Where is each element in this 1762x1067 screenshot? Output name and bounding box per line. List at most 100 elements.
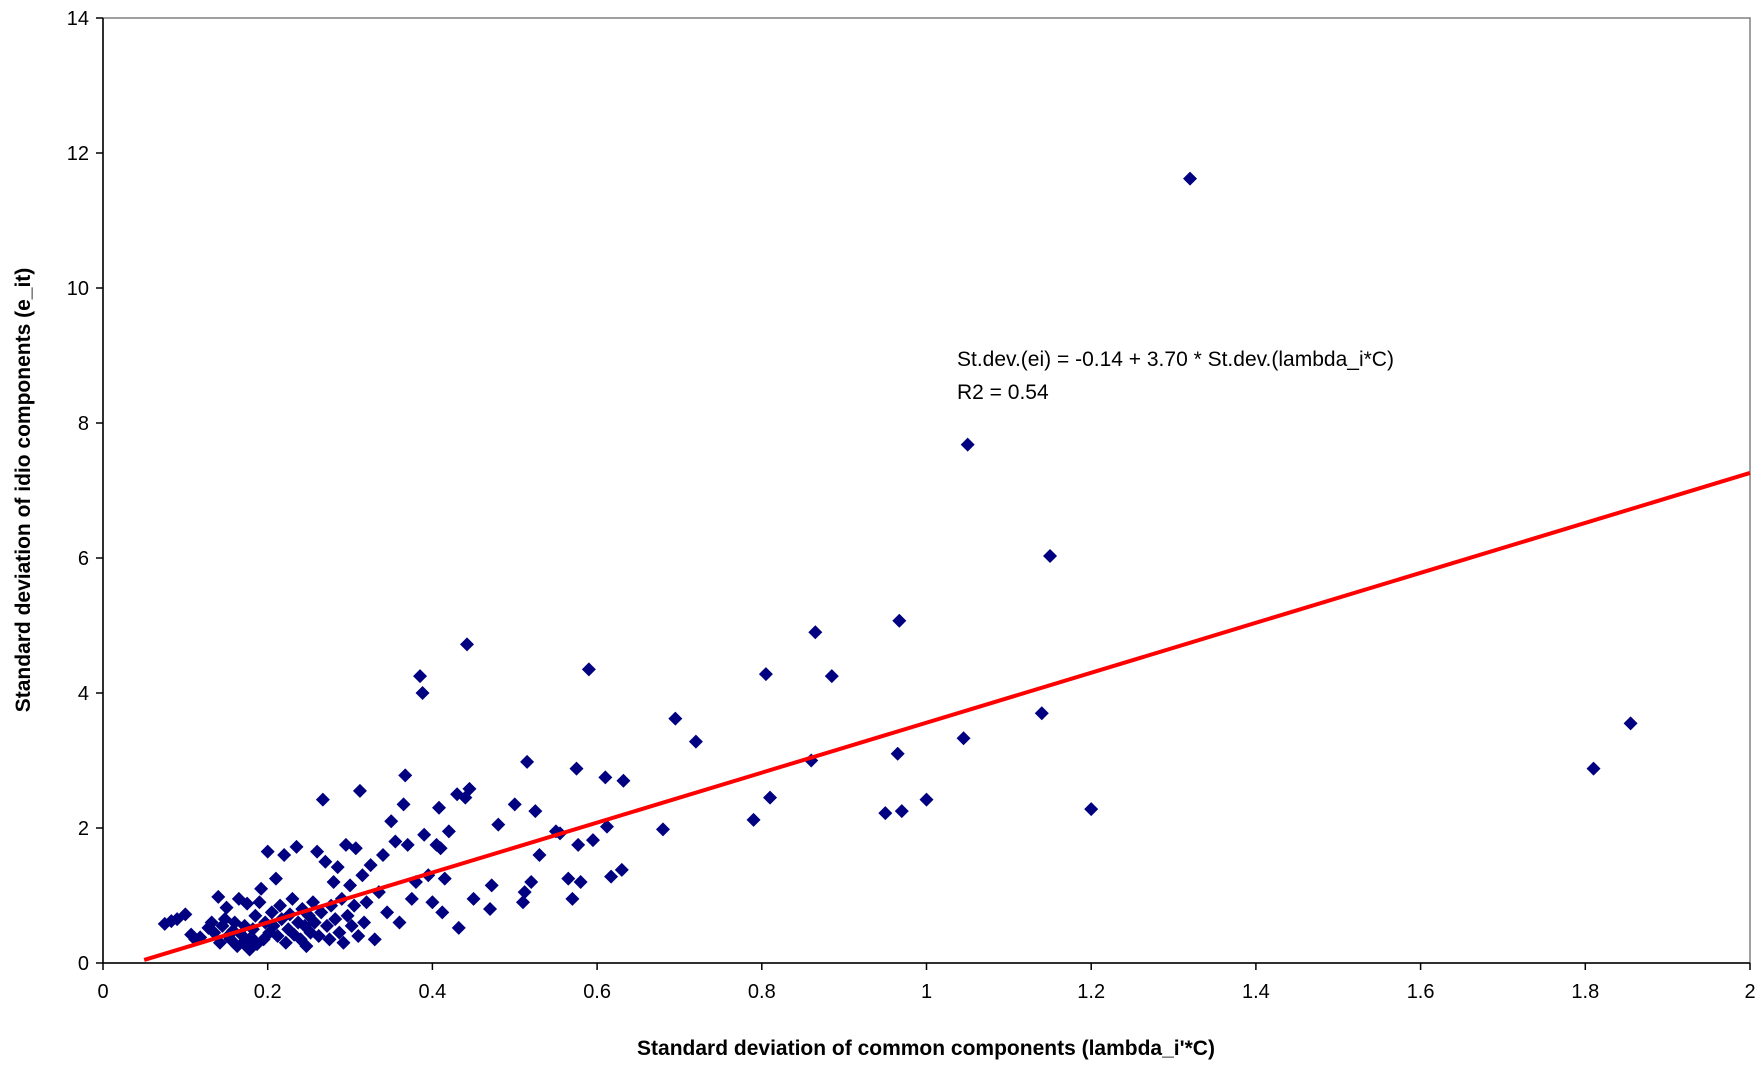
data-point: [515, 895, 530, 910]
data-point: [330, 860, 345, 875]
data-points: [157, 171, 1638, 957]
data-point: [311, 929, 326, 943]
data-point: [307, 915, 322, 930]
data-point: [451, 920, 466, 935]
data-point: [507, 797, 522, 812]
data-point: [344, 918, 359, 933]
annotation-equation: St.dev.(ei) = -0.14 + 3.70 * St.dev.(lam…: [957, 348, 1394, 371]
data-point: [417, 827, 432, 842]
data-point: [956, 731, 971, 746]
data-point: [248, 908, 263, 923]
data-point: [396, 797, 411, 812]
data-point: [655, 822, 670, 837]
x-tick-label: 1: [921, 981, 932, 1003]
data-point: [688, 734, 703, 749]
data-point: [319, 918, 334, 933]
data-point: [375, 848, 390, 862]
x-axis-title: Standard deviation of common components …: [637, 1037, 1215, 1060]
data-point: [204, 915, 219, 930]
data-point: [285, 891, 300, 906]
data-point: [357, 915, 372, 930]
data-point: [746, 812, 761, 827]
data-point: [517, 885, 532, 900]
data-point: [268, 871, 283, 886]
data-point: [433, 841, 448, 856]
data-point: [581, 662, 596, 677]
x-tick-label: 0.4: [418, 981, 446, 1003]
y-tick-label: 6: [78, 548, 89, 570]
data-point: [264, 905, 279, 920]
data-point: [310, 844, 325, 859]
data-point: [425, 895, 440, 910]
data-point: [520, 754, 535, 769]
data-point: [1183, 171, 1198, 186]
data-point: [270, 929, 285, 943]
data-point: [384, 814, 399, 829]
data-point: [415, 686, 430, 700]
data-point: [758, 667, 773, 682]
data-point: [351, 929, 366, 943]
data-point: [343, 878, 358, 893]
data-point: [240, 896, 255, 911]
data-point: [328, 912, 343, 927]
data-point: [1043, 548, 1058, 563]
data-point: [431, 800, 446, 815]
data-point: [878, 806, 893, 821]
x-tick-label: 0.8: [748, 981, 776, 1003]
data-point: [392, 915, 407, 930]
data-point: [398, 768, 413, 783]
trendline: [143, 471, 1751, 962]
y-axis-title: Standard deviation of idio components (e…: [12, 268, 35, 713]
data-point: [380, 905, 395, 920]
data-point: [1084, 802, 1099, 817]
data-point: [400, 837, 415, 852]
y-tick-label: 2: [78, 818, 89, 840]
data-point: [347, 898, 362, 913]
data-point: [367, 932, 382, 947]
x-tick-label: 1.4: [1242, 981, 1270, 1003]
data-point: [273, 898, 288, 913]
data-point: [483, 902, 498, 916]
data-point: [890, 746, 905, 761]
annotation-r2: R2 = 0.54: [957, 381, 1049, 404]
data-point: [355, 868, 370, 883]
data-point: [437, 871, 452, 886]
data-point: [299, 939, 314, 954]
data-point: [484, 878, 499, 893]
data-point: [960, 437, 975, 452]
data-point: [336, 935, 351, 950]
plot-frame: [102, 17, 1751, 964]
data-point: [388, 834, 403, 849]
data-point: [242, 942, 257, 957]
data-point: [318, 854, 333, 869]
data-point: [561, 871, 576, 886]
data-point: [894, 804, 909, 819]
data-point: [340, 908, 355, 923]
data-point: [616, 773, 631, 788]
data-point: [1623, 716, 1638, 731]
data-point: [668, 711, 683, 726]
data-point: [245, 922, 260, 937]
data-point: [277, 848, 292, 862]
data-point: [571, 837, 586, 852]
data-point: [892, 613, 907, 628]
y-tick-label: 14: [67, 8, 89, 30]
x-tick-label: 1.6: [1407, 981, 1435, 1003]
y-tick-label: 12: [67, 143, 89, 165]
data-point: [599, 819, 614, 834]
data-point: [491, 817, 506, 832]
data-point: [359, 895, 374, 910]
data-point: [404, 891, 419, 906]
data-point: [441, 824, 456, 839]
data-point: [528, 804, 543, 819]
data-point: [919, 792, 934, 807]
data-point: [322, 932, 337, 947]
data-point: [763, 790, 778, 805]
y-tick-label: 8: [78, 413, 89, 435]
data-point: [1586, 761, 1601, 776]
data-point: [254, 881, 269, 896]
data-point: [808, 625, 823, 640]
x-tick-label: 0.2: [254, 981, 282, 1003]
data-point: [413, 669, 428, 684]
x-tick-label: 1.2: [1077, 981, 1105, 1003]
